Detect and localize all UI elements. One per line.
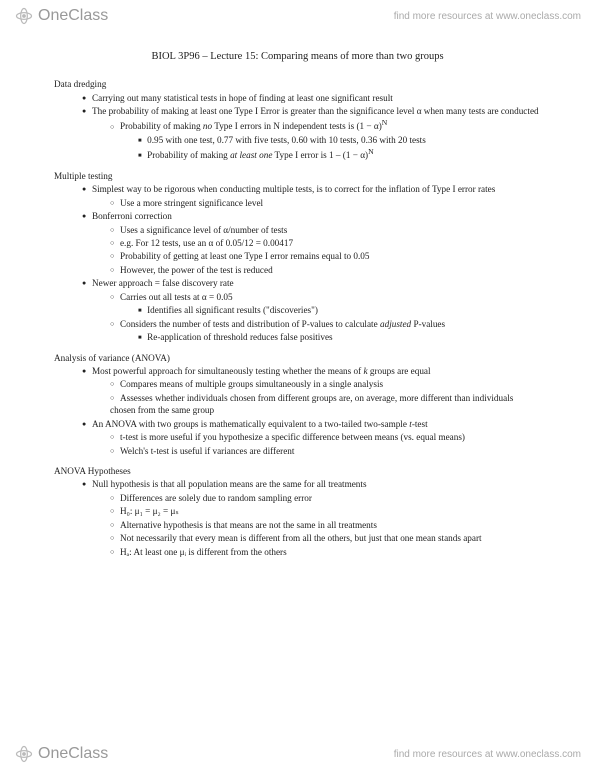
list-item: Alternative hypothesis is that means are… (110, 519, 541, 531)
section-head: Multiple testing (54, 170, 541, 182)
list-item: Uses a significance level of α/number of… (110, 224, 541, 236)
brand-logo: OneClass (14, 744, 108, 764)
list: Null hypothesis is that all population m… (54, 478, 541, 490)
list-item: Bonferroni correction (82, 210, 541, 222)
text: Considers the number of tests and distri… (120, 319, 380, 329)
list-item: e.g. For 12 tests, use an α of 0.05/12 =… (110, 237, 541, 249)
list-item: Most powerful approach for simultaneousl… (82, 365, 541, 377)
list-item: Use a more stringent significance level (110, 197, 541, 209)
list: Differences are solely due to random sam… (54, 492, 541, 558)
text: Probability of making (120, 122, 203, 132)
text: Type I error is 1 – (1 − α) (272, 150, 368, 160)
text: -test (412, 419, 428, 429)
text: P-values (411, 319, 445, 329)
list-item: Compares means of multiple groups simult… (110, 378, 541, 390)
list-item: Simplest way to be rigorous when conduct… (82, 183, 541, 195)
list-item: An ANOVA with two groups is mathematical… (82, 418, 541, 430)
list-item: Null hypothesis is that all population m… (82, 478, 541, 490)
text-italic: adjusted (380, 319, 411, 329)
list: Carrying out many statistical tests in h… (54, 92, 541, 118)
brand-logo: OneClass (14, 6, 108, 26)
text: Most powerful approach for simultaneousl… (92, 366, 363, 376)
page-title: BIOL 3P96 – Lecture 15: Comparing means … (54, 50, 541, 64)
sup: N (368, 147, 374, 156)
list-item: Assesses whether individuals chosen from… (110, 392, 541, 417)
section-head: Analysis of variance (ANOVA) (54, 352, 541, 364)
section-head: Data dredging (54, 78, 541, 90)
list: Considers the number of tests and distri… (54, 318, 541, 330)
list: Most powerful approach for simultaneousl… (54, 365, 541, 377)
list-item: The probability of making at least one T… (82, 105, 541, 117)
list: Carries out all tests at α = 0.05 (54, 291, 541, 303)
text-italic: no (203, 122, 212, 132)
list: Uses a significance level of α/number of… (54, 224, 541, 277)
list-item: Carries out all tests at α = 0.05 (110, 291, 541, 303)
list-item: Probability of making at least one Type … (138, 147, 541, 161)
list-item: Differences are solely due to random sam… (110, 492, 541, 504)
list-item: Hₐ: At least one μᵢ is different from th… (110, 546, 541, 558)
list-item: Not necessarily that every mean is diffe… (110, 532, 541, 544)
text: groups are equal (368, 366, 431, 376)
text: Type I errors in N independent tests is … (212, 122, 382, 132)
list-item: Carrying out many statistical tests in h… (82, 92, 541, 104)
list: Use a more stringent significance level (54, 197, 541, 209)
list-item: t-test is more useful if you hypothesize… (110, 431, 541, 443)
list: Bonferroni correction (54, 210, 541, 222)
tagline: find more resources at www.oneclass.com (394, 11, 581, 22)
orbit-icon (14, 6, 34, 26)
orbit-icon (14, 744, 34, 764)
header: OneClass find more resources at www.onec… (0, 0, 595, 32)
text: Probability of making (147, 150, 230, 160)
footer: OneClass find more resources at www.onec… (0, 738, 595, 770)
text: An ANOVA with two groups is mathematical… (92, 419, 409, 429)
brand-name: OneClass (38, 7, 108, 25)
list: 0.95 with one test, 0.77 with five tests… (54, 134, 541, 162)
list: Compares means of multiple groups simult… (54, 378, 541, 416)
list-item: Newer approach = false discovery rate (82, 277, 541, 289)
list-item: 0.95 with one test, 0.77 with five tests… (138, 134, 541, 146)
list-item: Re-application of threshold reduces fals… (138, 331, 541, 343)
list: Newer approach = false discovery rate (54, 277, 541, 289)
list: An ANOVA with two groups is mathematical… (54, 418, 541, 430)
list-item: H₀: μ₁ = μ₂ = μₛ (110, 505, 541, 517)
list-item: Considers the number of tests and distri… (110, 318, 541, 330)
document-body: BIOL 3P96 – Lecture 15: Comparing means … (0, 32, 595, 569)
list: Simplest way to be rigorous when conduct… (54, 183, 541, 195)
list-item: However, the power of the test is reduce… (110, 264, 541, 276)
list: Probability of making no Type I errors i… (54, 118, 541, 133)
tagline: find more resources at www.oneclass.com (394, 749, 581, 760)
section-head: ANOVA Hypotheses (54, 465, 541, 477)
list-item: Probability of making no Type I errors i… (110, 118, 541, 133)
list-item: Identifies all significant results ("dis… (138, 304, 541, 316)
list: Identifies all significant results ("dis… (54, 304, 541, 316)
brand-name: OneClass (38, 745, 108, 763)
list-item: Probability of getting at least one Type… (110, 250, 541, 262)
sup: N (382, 118, 388, 127)
list: t-test is more useful if you hypothesize… (54, 431, 541, 457)
list: Re-application of threshold reduces fals… (54, 331, 541, 343)
text-italic: at least one (230, 150, 272, 160)
list-item: Welch's t-test is useful if variances ar… (110, 445, 541, 457)
